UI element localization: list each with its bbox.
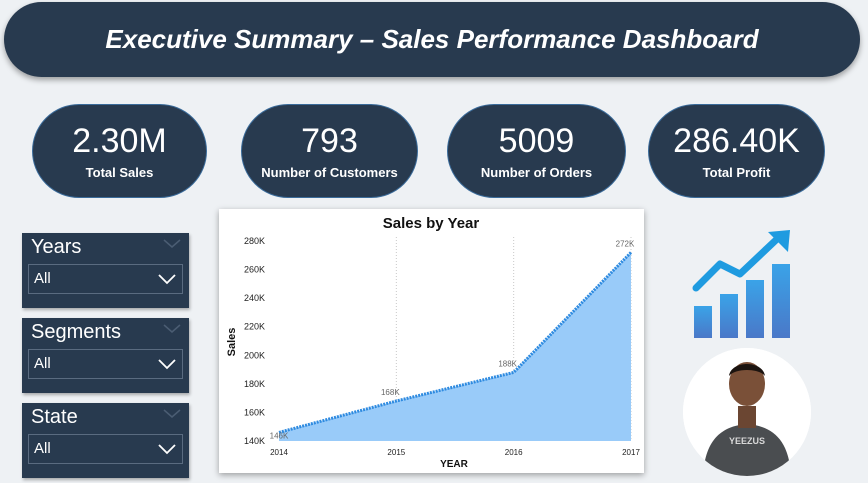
slicer-title: Years (31, 236, 82, 258)
slicer-title: Segments (31, 321, 122, 343)
person-avatar-icon: YEEZUS (683, 348, 811, 476)
x-tick-label: 2016 (505, 448, 523, 457)
x-tick-label: 2017 (622, 448, 640, 457)
dropdown-value: All (34, 355, 51, 372)
y-tick-label: 180K (244, 379, 265, 389)
state-dropdown[interactable]: All (28, 434, 183, 464)
y-tick-label: 140K (244, 436, 265, 446)
data-label: 168K (381, 388, 400, 397)
chevron-down-icon[interactable] (163, 239, 181, 249)
dropdown-value: All (34, 440, 51, 457)
slicer-segments: Segments All (22, 318, 189, 393)
data-label: 188K (498, 359, 517, 368)
svg-text:YEEZUS: YEEZUS (729, 436, 765, 446)
sales-series-line (278, 251, 633, 434)
y-axis-title: Sales (226, 328, 238, 357)
years-dropdown[interactable]: All (28, 264, 183, 294)
y-tick-label: 280K (244, 236, 265, 246)
x-tick-label: 2015 (387, 448, 405, 457)
data-label: 272K (616, 239, 635, 248)
dropdown-value: All (34, 270, 51, 287)
chart-title: Sales by Year (383, 215, 480, 232)
chevron-down-icon[interactable] (163, 409, 181, 419)
x-axis-title: YEAR (440, 459, 469, 470)
chevron-down-icon (158, 444, 176, 455)
kpi-total-profit: 286.40K Total Profit (648, 104, 825, 198)
chevron-down-icon (158, 359, 176, 370)
chevron-down-icon (158, 274, 176, 285)
y-tick-label: 260K (244, 265, 265, 275)
slicer-state: State All (22, 403, 189, 478)
data-label: 146K (270, 431, 289, 440)
dashboard-title: Executive Summary – Sales Performance Da… (4, 2, 860, 77)
sales-area-fill (279, 252, 631, 441)
kpi-label: Total Profit (702, 164, 771, 180)
slicer-years: Years All (22, 233, 189, 308)
kpi-number-of-orders: 5009 Number of Orders (447, 104, 626, 198)
slicer-title: State (31, 406, 78, 428)
kpi-label: Number of Customers (261, 164, 398, 180)
dashboard-title-text: Executive Summary – Sales Performance Da… (105, 24, 759, 54)
y-tick-label: 240K (244, 293, 265, 303)
x-tick-label: 2014 (270, 448, 288, 457)
chart-canvas: Sales by Year Sales YEAR 140K 160K 180K 200… (226, 215, 640, 470)
kpi-value: 5009 (498, 121, 575, 160)
segments-dropdown[interactable]: All (28, 349, 183, 379)
kpi-label: Number of Orders (480, 164, 593, 180)
chevron-down-icon[interactable] (163, 324, 181, 334)
kpi-label: Total Sales (85, 164, 154, 180)
avatar: YEEZUS (683, 348, 811, 476)
y-tick-label: 200K (244, 350, 265, 360)
kpi-value: 793 (301, 121, 358, 160)
y-tick-label: 220K (244, 322, 265, 332)
kpi-value: 2.30M (72, 121, 167, 160)
kpi-value: 286.40K (673, 121, 800, 160)
kpi-total-sales: 2.30M Total Sales (32, 104, 207, 198)
kpi-number-of-customers: 793 Number of Customers (241, 104, 418, 198)
growth-chart-icon (692, 230, 790, 338)
sales-by-year-chart: Sales by Year Sales YEAR 140K 160K 180K 200… (219, 209, 644, 473)
y-tick-label: 160K (244, 407, 265, 417)
